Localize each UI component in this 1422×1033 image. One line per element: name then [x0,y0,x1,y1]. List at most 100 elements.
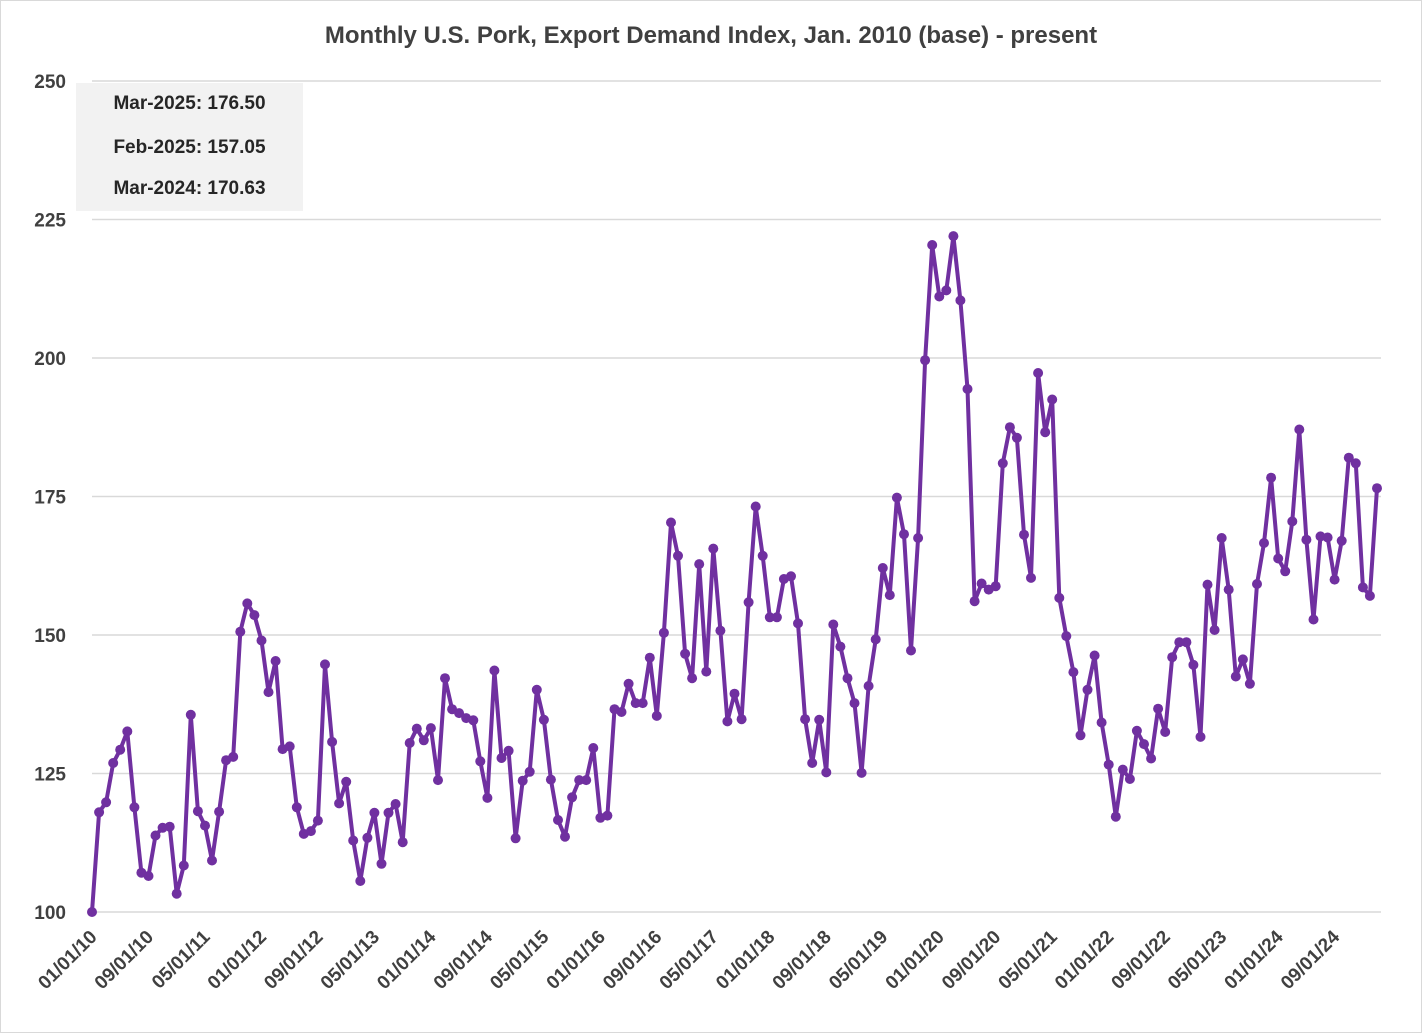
data-point [468,715,479,726]
data-point [1287,516,1298,527]
data-point [644,652,655,663]
data-point [771,612,782,623]
data-point [1209,625,1220,635]
data-point [588,743,599,753]
data-point [192,806,203,817]
data-point [1174,637,1185,648]
data-point [821,767,832,778]
data-point [418,735,429,746]
data-point [623,678,634,689]
data-point [884,590,895,601]
data-point [94,807,105,818]
data-point [178,860,189,871]
data-point [475,756,486,767]
chart-title: Monthly U.S. Pork, Export Demand Index, … [324,22,1098,49]
data-point [1343,452,1354,463]
data-point [666,517,676,528]
data-point [150,830,161,841]
data-point [807,758,818,768]
annotation-latest: Mar-2025: 176.50 [113,93,266,114]
data-point [1273,553,1284,564]
data-point [263,687,274,698]
data-point [1308,614,1319,625]
annotation-box: Mar-2025: 176.50 Feb-2025: 157.05 Mar-20… [76,83,303,211]
data-point [793,618,803,629]
data-point [207,855,217,866]
data-point [1103,759,1114,770]
data-point [376,858,387,869]
data-point [440,673,450,684]
y-tick-label: 250 [34,72,66,93]
x-tick-label: 09/01/20 [938,927,1005,994]
y-axis-ticks: 100 125 150 175 200 225 250 [34,72,66,924]
data-point [235,626,246,637]
data-point [920,355,931,366]
data-point [404,738,415,748]
data-point [1181,637,1192,648]
data-point [1188,659,1199,670]
data-point [814,714,825,725]
x-tick-label: 05/01/19 [825,927,892,994]
data-point [1301,534,1312,545]
data-point [913,533,924,543]
data-point [1047,394,1058,405]
x-tick-label: 05/01/21 [995,926,1062,993]
data-point [454,708,465,719]
data-point [1110,811,1121,822]
data-point [433,775,443,786]
data-point [800,714,811,725]
data-point [1294,424,1305,435]
data-point [835,641,846,652]
data-point [694,559,705,570]
data-point [312,815,323,826]
data-point [1357,582,1368,593]
data-point [1146,753,1157,764]
x-tick-label: 01/01/24 [1221,926,1288,993]
data-point [1075,730,1086,741]
data-point [249,610,260,621]
data-point [185,709,196,720]
data-point [651,710,662,721]
data-point [108,758,119,768]
data-point [1167,652,1178,663]
data-point [786,571,796,582]
data-point [581,775,592,786]
x-tick-label: 09/01/18 [769,927,836,994]
data-point [1230,671,1241,682]
data-point [906,645,916,656]
data-point [510,833,521,844]
x-tick-label: 01/01/18 [712,927,779,994]
y-tick-label: 200 [34,349,66,370]
data-points [87,231,1382,917]
data-point [489,665,500,676]
data-point [1004,422,1015,433]
data-point [1011,432,1022,443]
data-point [616,707,627,717]
y-tick-label: 125 [34,765,66,786]
data-point [1089,650,1100,661]
data-point [425,723,436,734]
data-point [200,820,210,831]
data-point [1252,579,1262,589]
data-point [228,751,239,762]
data-point [214,806,225,817]
data-point [976,578,987,589]
x-tick-label: 09/01/12 [260,927,327,994]
data-point [164,821,175,832]
data-point [270,656,281,666]
data-point [687,673,698,684]
data-point [743,597,754,608]
data-point [757,550,768,561]
data-point [1372,483,1382,494]
data-point [1244,678,1255,689]
data-point [736,714,747,725]
data-point [1019,529,1029,540]
x-tick-label: 05/01/11 [148,926,215,993]
data-point [680,648,691,659]
x-tick-label: 01/01/10 [34,927,101,994]
data-point [1117,764,1128,775]
data-point [560,831,570,842]
data-point [256,635,267,646]
data-point [383,807,394,818]
data-point [990,581,1001,592]
